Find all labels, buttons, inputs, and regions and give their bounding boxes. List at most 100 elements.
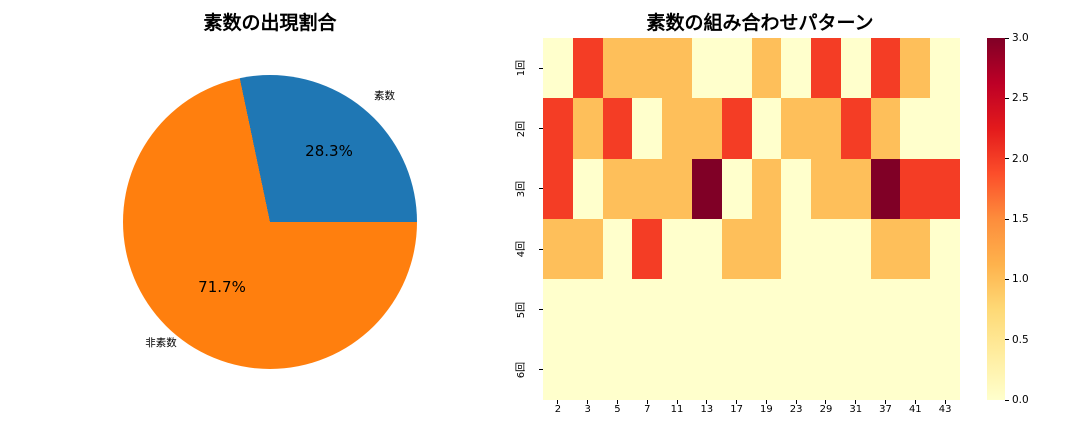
y-tick-label-2回: 2回 (516, 120, 527, 137)
x-tick-label-17: 17 (730, 404, 743, 415)
x-tick-mark (885, 400, 887, 404)
heatmap-title: 素数の組み合わせパターン (646, 12, 874, 34)
x-tick-mark (616, 400, 618, 404)
heatmap-cell-6回-37 (870, 339, 901, 400)
heatmap-cell-5回-29 (811, 279, 841, 340)
x-tick-label-43: 43 (938, 404, 952, 415)
y-tick-label-5回: 5回 (516, 301, 527, 318)
heatmap-cell-4回-41 (900, 218, 931, 280)
colorbar-tick-label-2.0: 2.0 (1012, 152, 1029, 165)
heatmap-cell-1回-5 (602, 38, 633, 99)
x-tick-mark (646, 400, 648, 404)
y-tick-mark (539, 369, 543, 371)
heatmap-cell-1回-7 (632, 38, 663, 99)
heatmap-cell-1回-11 (662, 38, 692, 99)
y-tick-label-4回: 4回 (516, 240, 527, 258)
colorbar-tick-mark (1005, 399, 1009, 401)
heatmap-cell-5回-19 (751, 279, 782, 340)
colorbar-tick-label-2.5: 2.5 (1012, 92, 1029, 105)
colorbar-tick-label-3.0: 3.0 (1012, 32, 1029, 44)
heatmap-cell-4回-43 (930, 218, 960, 280)
x-tick-mark (557, 400, 559, 404)
x-tick-label-23: 23 (789, 404, 803, 415)
heatmap-cell-2回-7 (632, 98, 663, 159)
heatmap-cell-1回-43 (930, 38, 960, 99)
heatmap-cell-1回-23 (781, 38, 812, 99)
heatmap-cell-2回-37 (870, 98, 901, 159)
heatmap-cell-5回-7 (632, 279, 663, 340)
pie-chart (123, 75, 417, 369)
colorbar-tick-mark (1005, 339, 1009, 341)
heatmap-cell-3回-23 (781, 158, 812, 219)
heatmap-cell-3回-13 (691, 158, 722, 219)
x-tick-label-5: 5 (614, 404, 621, 415)
heatmap-cell-2回-3 (572, 98, 603, 159)
pie-slice-label-nonprime: 非素数 (145, 337, 177, 349)
colorbar-tick-label-1.0: 1.0 (1012, 273, 1029, 286)
heatmap-cell-3回-31 (840, 158, 871, 219)
heatmap-cell-3回-19 (751, 158, 782, 219)
heatmap-cell-4回-2 (543, 218, 573, 280)
heatmap-cell-1回-3 (572, 38, 603, 99)
x-tick-label-11: 11 (670, 404, 684, 415)
heatmap-cell-6回-43 (930, 339, 960, 400)
colorbar-tick-mark (1005, 218, 1009, 220)
x-tick-label-31: 31 (849, 404, 863, 415)
x-tick-mark (914, 400, 916, 404)
heatmap-cell-1回-31 (840, 38, 871, 99)
heatmap-cell-6回-11 (662, 339, 692, 400)
x-tick-mark (676, 400, 678, 404)
heatmap-cell-6回-19 (751, 339, 782, 400)
heatmap-cell-5回-13 (691, 279, 722, 340)
x-tick-label-41: 41 (908, 404, 922, 415)
x-tick-mark (855, 400, 857, 404)
heatmap-cell-2回-2 (543, 98, 573, 159)
x-tick-mark (944, 400, 946, 404)
heatmap-cell-3回-17 (721, 158, 752, 219)
heatmap-cell-6回-13 (691, 339, 722, 400)
heatmap-cell-2回-29 (811, 98, 841, 159)
heatmap-cell-3回-3 (572, 158, 603, 219)
colorbar-tick-label-0.0: 0.0 (1012, 394, 1029, 406)
heatmap-cell-4回-5 (602, 218, 633, 280)
heatmap-cell-1回-41 (900, 38, 931, 99)
y-tick-mark (539, 309, 543, 310)
heatmap-cell-5回-31 (840, 279, 871, 340)
heatmap-cell-6回-5 (602, 339, 633, 400)
heatmap-cell-2回-11 (662, 98, 692, 159)
x-tick-mark (706, 400, 708, 404)
heatmap-cell-3回-29 (811, 158, 841, 219)
heatmap-cell-2回-19 (751, 98, 782, 159)
pie-percentage-nonprime: 71.7% (198, 278, 246, 296)
heatmap-cell-4回-11 (662, 218, 692, 280)
heatmap-cell-2回-13 (691, 98, 722, 159)
heatmap-cell-1回-19 (751, 38, 782, 99)
heatmap-cell-6回-2 (543, 339, 573, 400)
heatmap-cell-3回-37 (870, 158, 901, 219)
heatmap-cell-2回-31 (840, 98, 871, 159)
heatmap-cell-6回-23 (781, 339, 812, 400)
colorbar (987, 38, 1005, 400)
heatmap-cell-2回-23 (781, 98, 812, 159)
heatmap-cell-3回-43 (930, 158, 960, 219)
x-tick-label-13: 13 (700, 404, 714, 415)
heatmap-cell-5回-23 (781, 279, 812, 340)
x-tick-label-3: 3 (584, 404, 591, 415)
y-tick-label-1回: 1回 (516, 59, 527, 77)
heatmap-cell-6回-31 (840, 339, 871, 400)
x-tick-mark (587, 400, 589, 404)
x-tick-mark (795, 400, 797, 404)
heatmap-cell-3回-5 (602, 158, 633, 219)
colorbar-tick-label-0.5: 0.5 (1012, 333, 1029, 346)
heatmap-cell-6回-17 (721, 339, 752, 400)
y-tick-mark (539, 188, 543, 190)
heatmap-grid (543, 38, 960, 400)
heatmap-cell-2回-17 (721, 98, 752, 159)
heatmap-cell-2回-5 (602, 98, 633, 159)
colorbar-tick-mark (1005, 158, 1009, 160)
heatmap-cell-5回-37 (870, 279, 901, 340)
x-tick-label-29: 29 (819, 404, 833, 415)
heatmap-cell-6回-29 (811, 339, 841, 400)
heatmap-cell-4回-7 (632, 218, 663, 280)
